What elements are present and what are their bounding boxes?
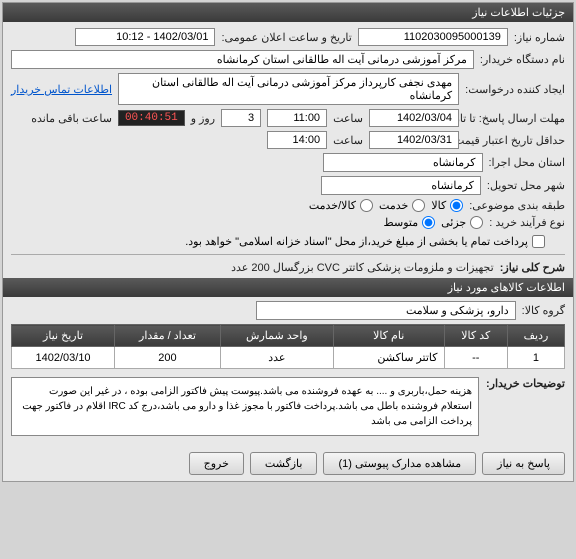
- col-name: نام کالا: [333, 325, 444, 347]
- buyer-note-label: توضیحات خریدار:: [485, 377, 565, 390]
- remain-label: ساعت باقی مانده: [31, 112, 112, 125]
- cell-date: 1402/03/10: [12, 347, 115, 369]
- proc-small-text: جزئی: [441, 216, 466, 229]
- proc-small-input[interactable]: [470, 216, 483, 229]
- cat-goods-input[interactable]: [450, 199, 463, 212]
- need-no-value: 1102030095000139: [358, 28, 508, 46]
- table-row[interactable]: 1 -- کاتتر ساکشن عدد 200 1402/03/10: [12, 347, 565, 369]
- cat-both-radio[interactable]: کالا/خدمت: [309, 199, 373, 212]
- validity-label: حداقل تاریخ اعتبار قیمت: تا تاریخ:: [465, 134, 565, 147]
- category-label: طبقه بندی موضوعی:: [469, 199, 565, 212]
- cat-both-text: کالا/خدمت: [309, 199, 356, 212]
- buyer-label: نام دستگاه خریدار:: [480, 53, 565, 66]
- cat-service-input[interactable]: [412, 199, 425, 212]
- cat-goods-text: کالا: [431, 199, 446, 212]
- cat-goods-radio[interactable]: کالا: [431, 199, 463, 212]
- cell-qty: 200: [115, 347, 221, 369]
- exit-button[interactable]: خروج: [189, 452, 244, 475]
- cell-name: کاتتر ساکشن: [333, 347, 444, 369]
- cell-unit: عدد: [220, 347, 333, 369]
- payment-note: پرداخت تمام یا بخشی از مبلغ خرید،از محل …: [185, 235, 528, 248]
- need-no-label: شماره نیاز:: [514, 31, 565, 44]
- panel-title: جزئیات اطلاعات نیاز: [3, 3, 573, 22]
- deliv-city-label: شهر محل تحویل:: [487, 179, 565, 192]
- items-header: اطلاعات کالاهای مورد نیاز: [3, 278, 573, 297]
- group-value: دارو، پزشکی و سلامت: [256, 301, 516, 320]
- proc-medium-radio[interactable]: متوسط: [384, 216, 436, 229]
- cell-code: --: [444, 347, 507, 369]
- validity-date: 1402/03/31: [369, 131, 459, 149]
- proc-medium-text: متوسط: [384, 216, 419, 229]
- divider-1: [11, 254, 565, 255]
- buyer-value: مرکز آموزشی درمانی آیت اله طالقانی استان…: [11, 50, 474, 69]
- back-button[interactable]: بازگشت: [250, 452, 318, 475]
- deadline-time: 11:00: [267, 109, 327, 127]
- desc-value: تجهیزات و ملزومات پزشکی کاتتر CVC بزرگسا…: [231, 261, 494, 274]
- col-qty: تعداد / مقدار: [115, 325, 221, 347]
- button-bar: پاسخ به نیاز مشاهده مدارک پیوستی (1) باز…: [3, 446, 573, 481]
- col-row: ردیف: [507, 325, 564, 347]
- creator-value: مهدی نجفی کارپرداز مرکز آموزشی درمانی آی…: [118, 73, 459, 105]
- details-panel: جزئیات اطلاعات نیاز شماره نیاز: 11020300…: [2, 2, 574, 482]
- col-date: تاریخ نیاز: [12, 325, 115, 347]
- group-label: گروه کالا:: [522, 304, 565, 317]
- attachments-button[interactable]: مشاهده مدارک پیوستی (1): [323, 452, 476, 475]
- announce-label: تاریخ و ساعت اعلان عمومی:: [221, 31, 351, 44]
- deliv-city-value: کرمانشاه: [321, 176, 481, 195]
- deadline-label: مهلت ارسال پاسخ: تا تاریخ:: [465, 112, 565, 125]
- desc-label: شرح کلی نیاز:: [500, 261, 565, 274]
- days-and-label: روز و: [191, 112, 215, 125]
- payment-checkbox[interactable]: [532, 235, 545, 248]
- cat-service-radio[interactable]: خدمت: [379, 199, 425, 212]
- exec-city-label: استان محل اجرا:: [489, 156, 566, 169]
- contact-link[interactable]: اطلاعات تماس خریدار: [11, 83, 112, 96]
- items-table: ردیف کد کالا نام کالا واحد شمارش تعداد /…: [11, 324, 565, 369]
- time-label-1: ساعت: [333, 112, 363, 125]
- col-code: کد کالا: [444, 325, 507, 347]
- panel-body: شماره نیاز: 1102030095000139 تاریخ و ساع…: [3, 22, 573, 446]
- proc-label: نوع فرآیند خرید :: [489, 216, 565, 229]
- buyer-note-box: هزینه حمل،باربری و .... به عهده فروشنده …: [11, 377, 479, 436]
- announce-value: 1402/03/01 - 10:12: [75, 28, 215, 46]
- cell-idx: 1: [507, 347, 564, 369]
- proc-small-radio[interactable]: جزئی: [441, 216, 483, 229]
- respond-button[interactable]: پاسخ به نیاز: [482, 452, 565, 475]
- deadline-date: 1402/03/04: [369, 109, 459, 127]
- creator-label: ایجاد کننده درخواست:: [465, 83, 565, 96]
- proc-medium-input[interactable]: [422, 216, 435, 229]
- time-label-2: ساعت: [333, 134, 363, 147]
- validity-time: 14:00: [267, 131, 327, 149]
- countdown-timer: 00:40:51: [118, 110, 185, 126]
- cat-service-text: خدمت: [379, 199, 408, 212]
- cat-both-input[interactable]: [360, 199, 373, 212]
- payment-check[interactable]: پرداخت تمام یا بخشی از مبلغ خرید،از محل …: [185, 235, 545, 248]
- days-remaining: 3: [221, 109, 261, 127]
- exec-city-value: کرمانشاه: [323, 153, 483, 172]
- col-unit: واحد شمارش: [220, 325, 333, 347]
